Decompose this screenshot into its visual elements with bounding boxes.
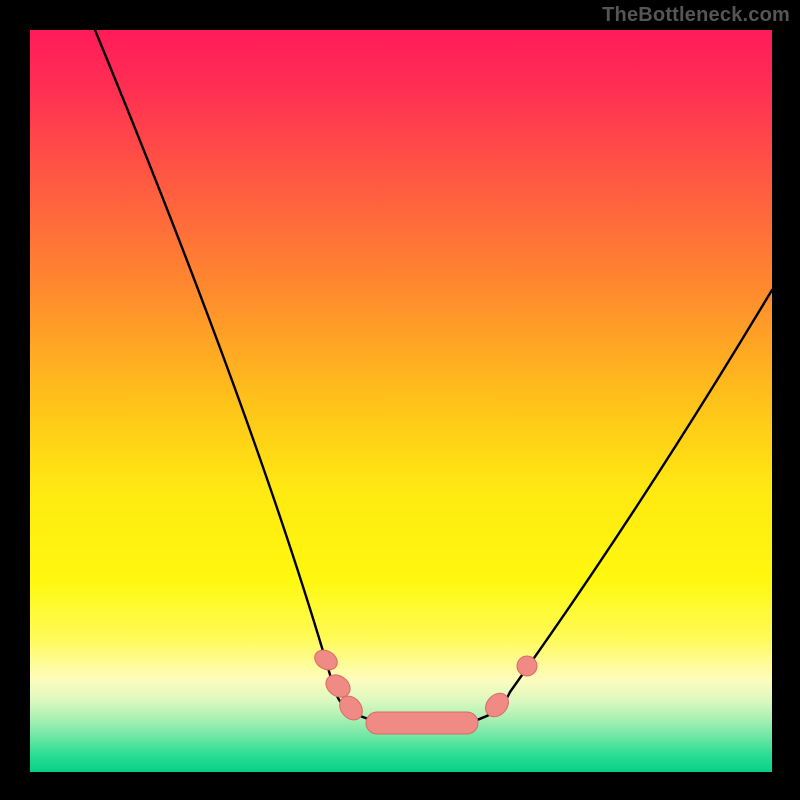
marker: [366, 712, 478, 734]
chart-root: TheBottleneck.com: [0, 0, 800, 800]
watermark-text: TheBottleneck.com: [602, 4, 790, 27]
marker: [517, 656, 537, 676]
curve-layer: [0, 0, 800, 800]
curve-markers: [311, 646, 537, 734]
bottleneck-curve: [95, 30, 772, 729]
marker: [311, 646, 341, 674]
